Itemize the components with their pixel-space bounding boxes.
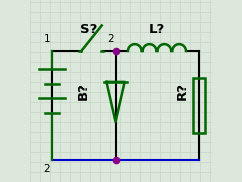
Text: 2: 2: [107, 34, 114, 44]
Text: S?: S?: [80, 23, 98, 36]
Text: 1: 1: [43, 34, 50, 44]
Text: B?: B?: [77, 82, 90, 100]
Text: R?: R?: [175, 82, 189, 100]
Bar: [193, 78, 205, 133]
Text: 2: 2: [43, 164, 50, 174]
Text: L?: L?: [148, 23, 165, 36]
